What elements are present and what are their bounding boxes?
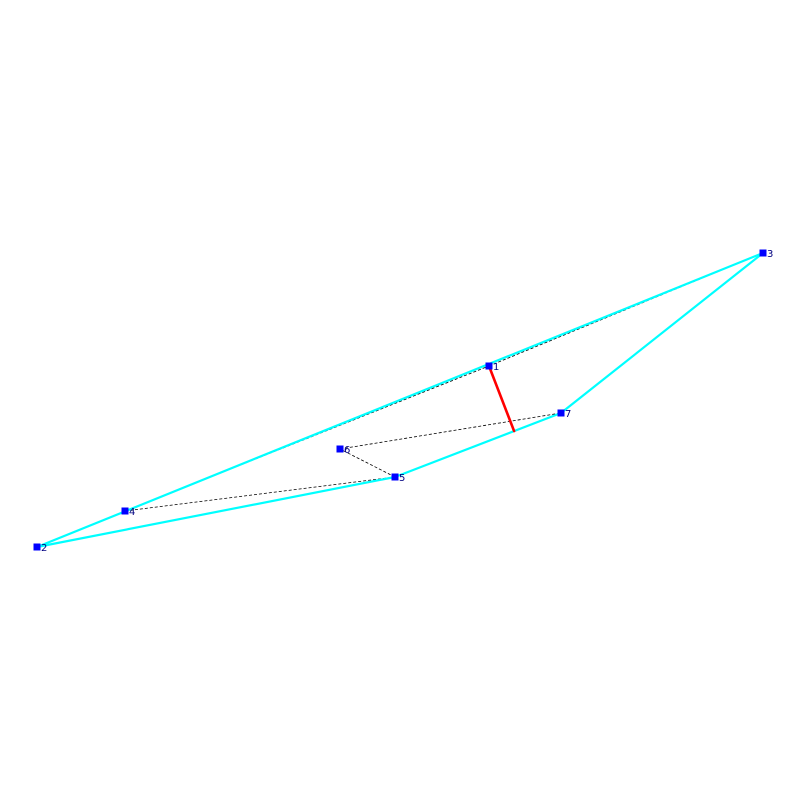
point-label-4: 4	[129, 507, 135, 518]
point-marker-6	[336, 445, 344, 453]
point-label-3: 3	[767, 249, 773, 260]
dashed-edge-4-5	[124, 476, 396, 512]
point-label-1: 1	[493, 362, 499, 373]
point-label-6: 6	[344, 445, 350, 456]
hull-edge-3-7	[559, 251, 765, 415]
point-marker-1	[485, 362, 493, 370]
hull-edges	[35, 251, 765, 549]
hull-edge-7-5	[393, 411, 563, 479]
point-marker-3	[759, 249, 767, 257]
point-marker-5	[391, 473, 399, 481]
point-label-2: 2	[41, 543, 47, 554]
point-label-5: 5	[399, 473, 405, 484]
hull-edge-5-2	[35, 475, 397, 549]
dashed-edge-5-6	[339, 448, 396, 478]
highlight-edge-1-to-7-5	[487, 364, 516, 433]
point-label-7: 7	[565, 409, 571, 420]
point-marker-4	[121, 507, 129, 515]
dashed-edge-6-7	[339, 412, 562, 450]
point-markers: 1 2 3 4 5 6 7	[33, 249, 773, 554]
point-marker-7	[557, 409, 565, 417]
point-marker-2	[33, 543, 41, 551]
highlight-segment	[487, 364, 516, 433]
hull-edge-2-3	[35, 251, 765, 549]
